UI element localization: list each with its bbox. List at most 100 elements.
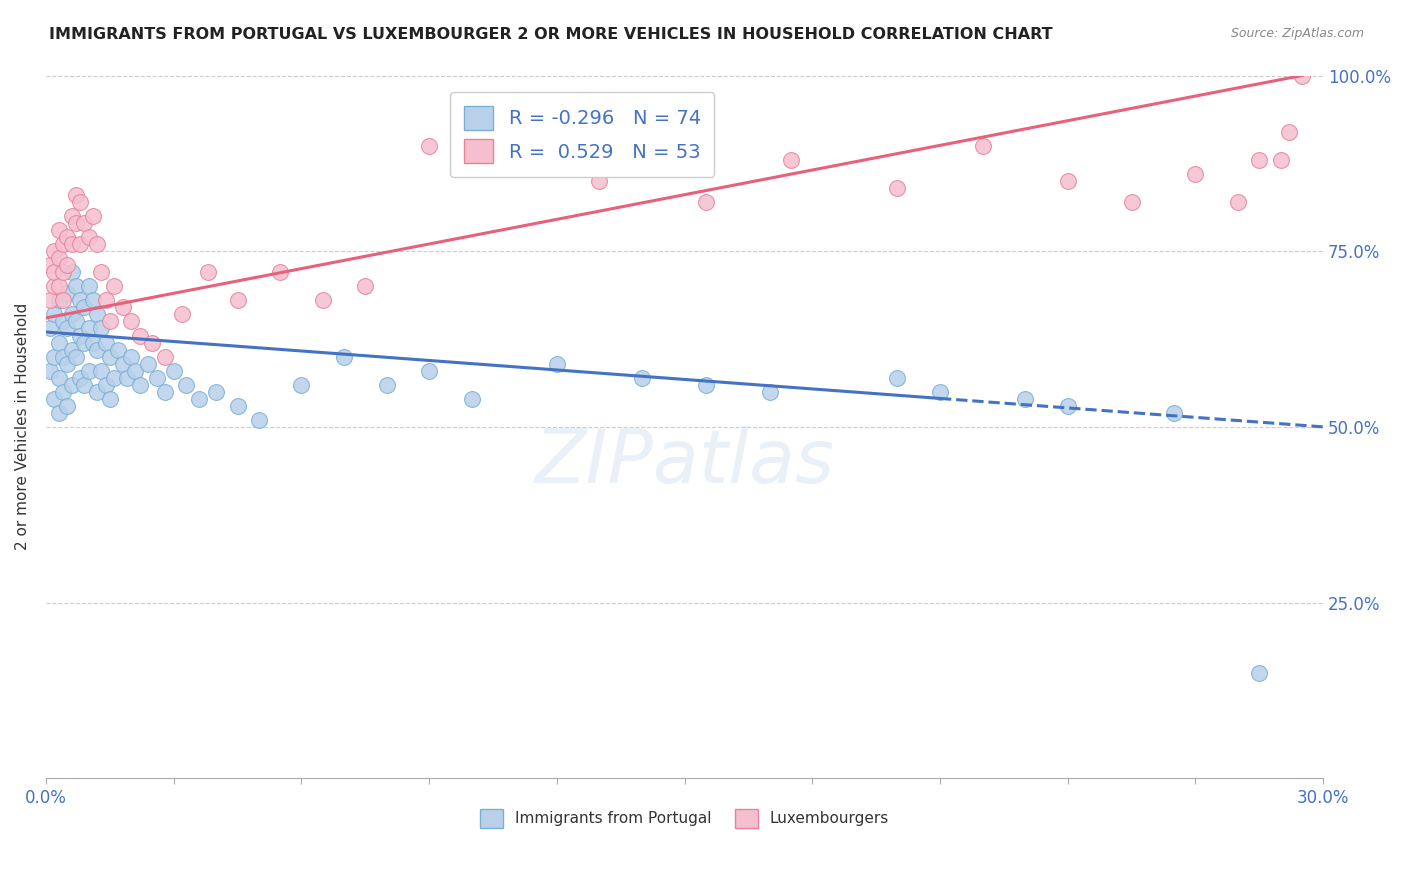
Point xyxy=(77,321,100,335)
Point xyxy=(48,279,70,293)
Point xyxy=(886,181,908,195)
Point xyxy=(44,279,66,293)
Point xyxy=(103,279,125,293)
Point xyxy=(758,384,780,399)
Point xyxy=(247,413,270,427)
Point xyxy=(1278,125,1301,139)
Point xyxy=(972,138,994,153)
Point xyxy=(107,343,129,357)
Point xyxy=(103,370,125,384)
Point xyxy=(39,293,62,308)
Point xyxy=(172,308,194,322)
Point xyxy=(290,377,312,392)
Point xyxy=(153,350,176,364)
Point xyxy=(1056,174,1078,188)
Point xyxy=(77,364,100,378)
Point xyxy=(120,350,142,364)
Point xyxy=(94,293,117,308)
Point xyxy=(1249,153,1271,167)
Point xyxy=(39,364,62,378)
Y-axis label: 2 or more Vehicles in Household: 2 or more Vehicles in Household xyxy=(15,303,30,550)
Point xyxy=(120,314,142,328)
Point xyxy=(460,392,482,406)
Point xyxy=(1014,392,1036,406)
Point xyxy=(354,279,377,293)
Point xyxy=(136,357,159,371)
Point xyxy=(1291,69,1313,83)
Point xyxy=(44,350,66,364)
Point xyxy=(73,301,96,315)
Point xyxy=(111,301,134,315)
Point xyxy=(82,209,104,223)
Point xyxy=(124,364,146,378)
Point xyxy=(188,392,211,406)
Point xyxy=(65,188,87,202)
Point xyxy=(98,392,121,406)
Point xyxy=(94,377,117,392)
Point xyxy=(141,335,163,350)
Point xyxy=(333,350,356,364)
Point xyxy=(69,293,91,308)
Point xyxy=(886,370,908,384)
Point xyxy=(90,364,112,378)
Point xyxy=(695,377,717,392)
Point xyxy=(695,194,717,209)
Point xyxy=(82,335,104,350)
Point xyxy=(44,308,66,322)
Point xyxy=(65,216,87,230)
Text: ZIPatlas: ZIPatlas xyxy=(534,426,835,498)
Point xyxy=(44,392,66,406)
Point xyxy=(60,343,83,357)
Point xyxy=(48,335,70,350)
Point xyxy=(1249,665,1271,680)
Point xyxy=(86,308,108,322)
Point xyxy=(77,230,100,244)
Point xyxy=(111,357,134,371)
Point xyxy=(65,350,87,364)
Point xyxy=(56,399,79,413)
Point xyxy=(73,335,96,350)
Point xyxy=(56,258,79,272)
Point xyxy=(52,265,75,279)
Text: Source: ZipAtlas.com: Source: ZipAtlas.com xyxy=(1230,27,1364,40)
Point xyxy=(56,286,79,301)
Point xyxy=(60,265,83,279)
Point xyxy=(69,194,91,209)
Point xyxy=(56,321,79,335)
Point xyxy=(56,357,79,371)
Point xyxy=(52,314,75,328)
Point xyxy=(312,293,335,308)
Point xyxy=(52,237,75,252)
Point xyxy=(90,265,112,279)
Point xyxy=(128,328,150,343)
Point xyxy=(197,265,219,279)
Text: IMMIGRANTS FROM PORTUGAL VS LUXEMBOURGER 2 OR MORE VEHICLES IN HOUSEHOLD CORRELA: IMMIGRANTS FROM PORTUGAL VS LUXEMBOURGER… xyxy=(49,27,1053,42)
Point xyxy=(48,223,70,237)
Point xyxy=(44,265,66,279)
Point xyxy=(1056,399,1078,413)
Point xyxy=(65,314,87,328)
Point xyxy=(1270,153,1292,167)
Point xyxy=(1184,167,1206,181)
Point xyxy=(86,343,108,357)
Point xyxy=(60,308,83,322)
Point xyxy=(69,328,91,343)
Point xyxy=(44,244,66,259)
Point xyxy=(226,399,249,413)
Point xyxy=(375,377,398,392)
Point xyxy=(115,370,138,384)
Point xyxy=(176,377,198,392)
Legend: Immigrants from Portugal, Luxembourgers: Immigrants from Portugal, Luxembourgers xyxy=(474,803,896,834)
Point xyxy=(82,293,104,308)
Point xyxy=(1121,194,1143,209)
Point xyxy=(60,377,83,392)
Point xyxy=(98,350,121,364)
Point xyxy=(418,364,440,378)
Point xyxy=(73,377,96,392)
Point xyxy=(226,293,249,308)
Point xyxy=(69,370,91,384)
Point xyxy=(52,293,75,308)
Point xyxy=(48,293,70,308)
Point xyxy=(60,237,83,252)
Point xyxy=(77,279,100,293)
